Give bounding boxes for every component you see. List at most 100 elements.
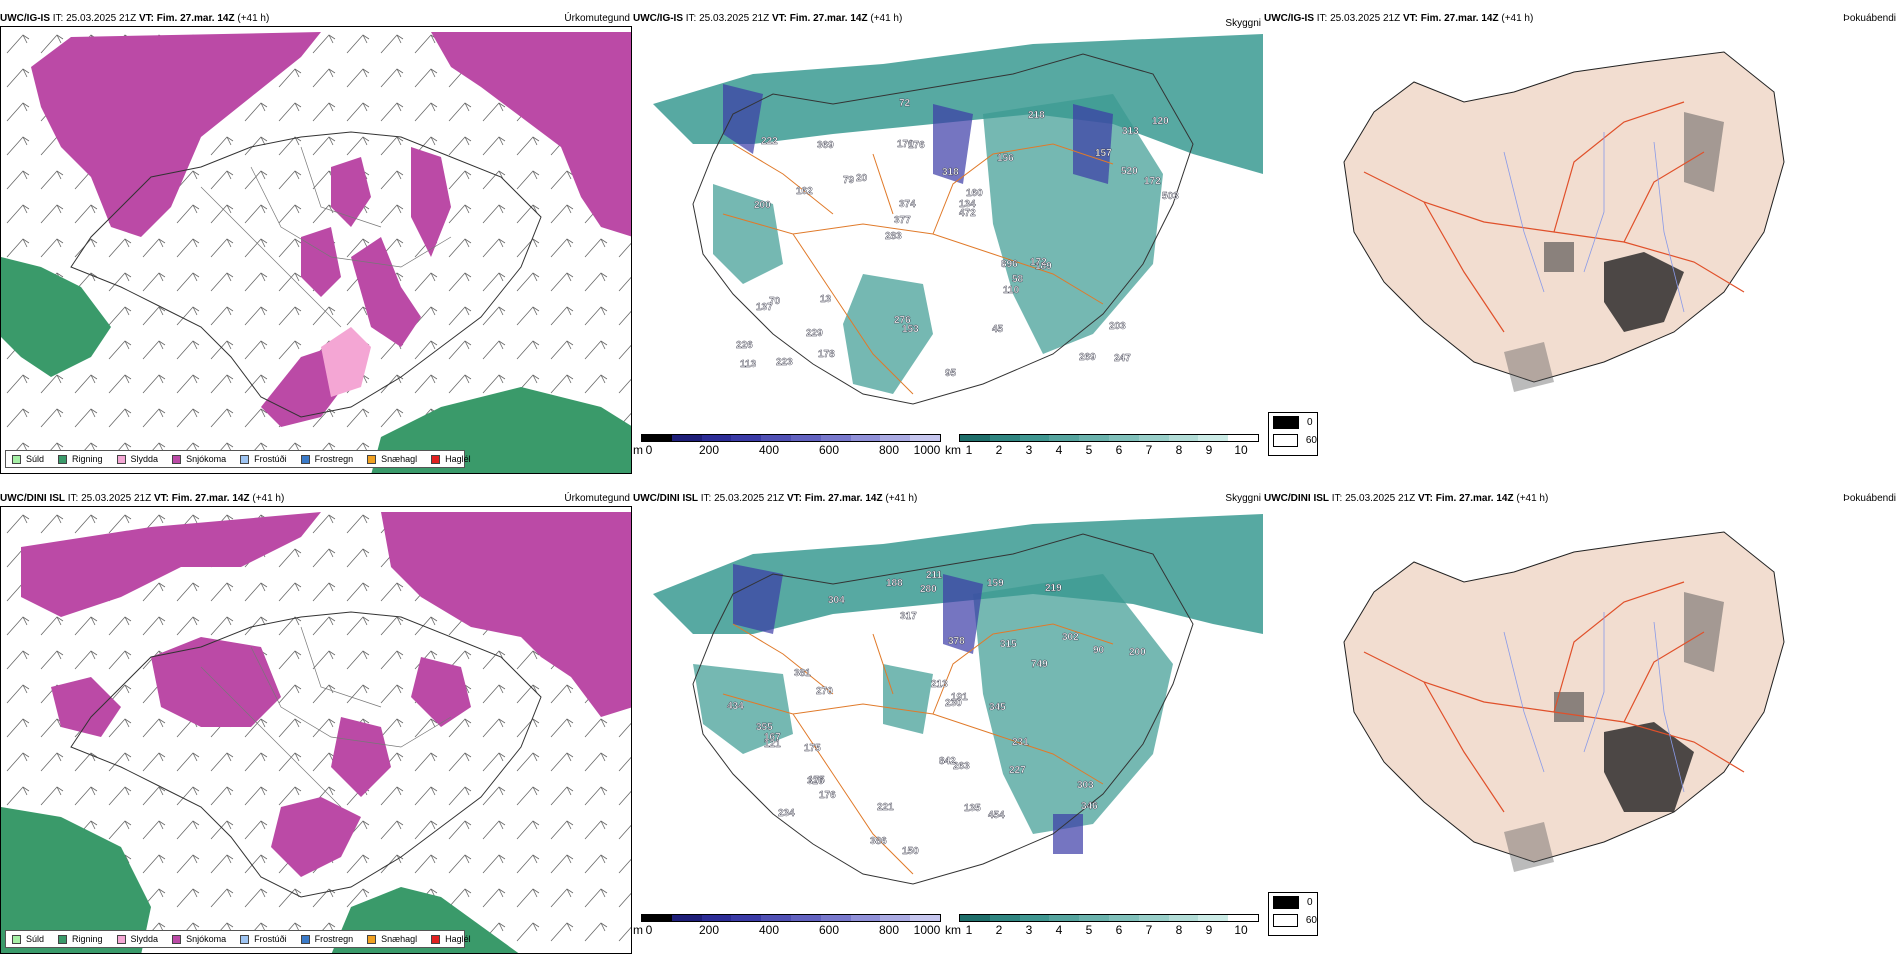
cloud-base-label: 13: [820, 294, 832, 305]
cloud-base-label: 213: [931, 679, 948, 690]
snow-area: [411, 657, 471, 727]
panel-header: UWC/IG-IS IT: 25.03.2025 21Z VT: Fim. 27…: [0, 12, 269, 26]
legend-swatch: [300, 934, 310, 944]
snow-area: [431, 32, 631, 237]
fog-area: [1504, 822, 1554, 872]
fog-swatch: [1273, 415, 1299, 429]
legend-item: Snjókoma: [172, 934, 226, 944]
precip-legend: Súld Rigning Slydda Snjókoma Frostúði Fr…: [5, 450, 471, 468]
cloud-base-label: 211: [926, 570, 943, 581]
tick-label: 600: [818, 923, 840, 937]
fog-area: [1604, 722, 1694, 812]
model-name: UWC/IG-IS: [1264, 13, 1314, 24]
precip-map[interactable]: Súld Rigning Slydda Snjókoma Frostúði Fr…: [0, 506, 632, 954]
cloud-base-label: 270: [816, 686, 833, 697]
it-value: 25.03.2025 21Z: [1345, 493, 1416, 504]
snow-area: [411, 147, 451, 257]
legend-swatch: [172, 454, 182, 464]
tick-label: 2: [995, 923, 1003, 937]
it-label: IT:: [67, 493, 79, 504]
coastline: [692, 53, 1194, 405]
cloud-base-label: 234: [778, 808, 795, 819]
legend-swatch: [58, 454, 68, 464]
snow-area: [331, 717, 391, 797]
panel-header: UWC/DINI ISL IT: 25.03.2025 21Z VT: Fim.…: [633, 492, 917, 506]
tick-label: 3: [1025, 923, 1033, 937]
precip-map-svg: [1, 507, 631, 953]
legend-item: Snæhagl: [367, 454, 417, 464]
cloud-low-area: [733, 564, 783, 634]
colorbar-m-unit: m: [633, 923, 643, 937]
roads: [200, 146, 452, 328]
tick-label: 10: [1234, 443, 1248, 457]
cloud-base-label: 113: [740, 359, 757, 370]
cloud-base-label: 318: [942, 167, 959, 178]
roads: [1363, 581, 1745, 813]
vt-label: VT:: [786, 493, 802, 504]
cloud-base-label: 175: [808, 775, 825, 786]
cloud-base-label: 231: [1012, 737, 1029, 748]
cloud-base-label: 58: [1012, 274, 1024, 285]
cloud-base-label: 304: [828, 595, 845, 606]
legend-swatch: [300, 454, 310, 464]
fog-panel-2: UWC/DINI ISL IT: 25.03.2025 21Z VT: Fim.…: [1264, 492, 1900, 944]
rivers: [1503, 132, 1685, 313]
fog-area: [1604, 252, 1684, 332]
cloud-panel-1: UWC/IG-IS IT: 25.03.2025 21Z VT: Fim. 27…: [633, 12, 1263, 464]
rain-area: [1, 807, 151, 953]
roads: [722, 143, 1114, 395]
snow-area: [381, 512, 631, 717]
vt-value: Fim. 27.mar. 14Z: [804, 493, 883, 504]
legend-item: Frostúði: [240, 454, 287, 464]
cloud-base-label: 137: [756, 302, 773, 313]
tick-label: 1: [965, 443, 973, 457]
fog-map[interactable]: [1304, 32, 1864, 432]
cloud-base-label: 303: [1077, 780, 1094, 791]
tick-label: 2: [995, 443, 1003, 457]
tick-label: 400: [758, 443, 780, 457]
precip-panel-2: UWC/DINI ISL IT: 25.03.2025 21Z VT: Fim.…: [0, 492, 632, 954]
cloud-base-label: 79: [843, 175, 855, 186]
colorbar-km: km 1 2 3 4 5 6 7 8 9 10: [945, 434, 1263, 464]
cloud-base-label: 230: [945, 698, 962, 709]
roads: [722, 623, 1114, 875]
it-value: 25.03.2025 21Z: [1330, 13, 1401, 24]
cloud-area: [653, 34, 1263, 174]
cloud-base-label: 326: [807, 776, 824, 787]
fog-map[interactable]: [1304, 512, 1864, 912]
fog-legend-row: 60: [1269, 911, 1317, 929]
it-value: 25.03.2025 21Z: [699, 13, 770, 24]
tick-label: 1000: [913, 443, 941, 457]
row-2: UWC/DINI ISL IT: 25.03.2025 21Z VT: Fim.…: [0, 480, 1900, 954]
cloud-base-label: 203: [1109, 321, 1126, 332]
precip-map[interactable]: Súld Rigning Slydda Snjókoma Frostúði Fr…: [0, 26, 632, 474]
cloud-base-label: 189: [1035, 261, 1052, 272]
panel-title: Skyggni: [1225, 493, 1261, 504]
cloud-base-label: 302: [1062, 632, 1079, 643]
legend-item: Snjókoma: [172, 454, 226, 464]
cloud-area: [983, 94, 1163, 354]
colorbar-m-unit: m: [633, 443, 643, 457]
tick-label: 4: [1055, 443, 1063, 457]
cloud-base-label: 247: [1114, 353, 1131, 364]
panel-header: UWC/IG-IS IT: 25.03.2025 21Z VT: Fim. 27…: [1264, 12, 1533, 26]
cloud-base-label: 221: [877, 802, 894, 813]
colorbar-m-bar: [641, 914, 941, 922]
it-label: IT:: [1331, 493, 1343, 504]
cloud-base-label: 191: [951, 692, 968, 703]
cloud-base-label: 120: [1152, 116, 1169, 127]
cloud-base-label: 226: [736, 340, 753, 351]
cloud-base-label: 276: [894, 315, 911, 326]
cloud-base-label: 269: [1079, 352, 1096, 363]
tick-label: 3: [1025, 443, 1033, 457]
cloud-area: [843, 274, 933, 394]
cloud-base-label: 280: [920, 584, 937, 595]
cloud-map[interactable]: 247 200 313 283 156 223 170 318 70 20 226 229 176 160…: [633, 34, 1263, 434]
tick-label: 400: [758, 923, 780, 937]
tick-label: 0: [645, 923, 653, 937]
it-label: IT:: [1316, 13, 1328, 24]
cloud-base-label: 313: [1122, 126, 1139, 137]
roads: [1363, 101, 1745, 333]
cloud-map[interactable]: 234 219 304 302 263 270 175 175 90 749 355 211 227 23…: [633, 514, 1263, 914]
panel-title: Skyggni: [1225, 18, 1261, 29]
